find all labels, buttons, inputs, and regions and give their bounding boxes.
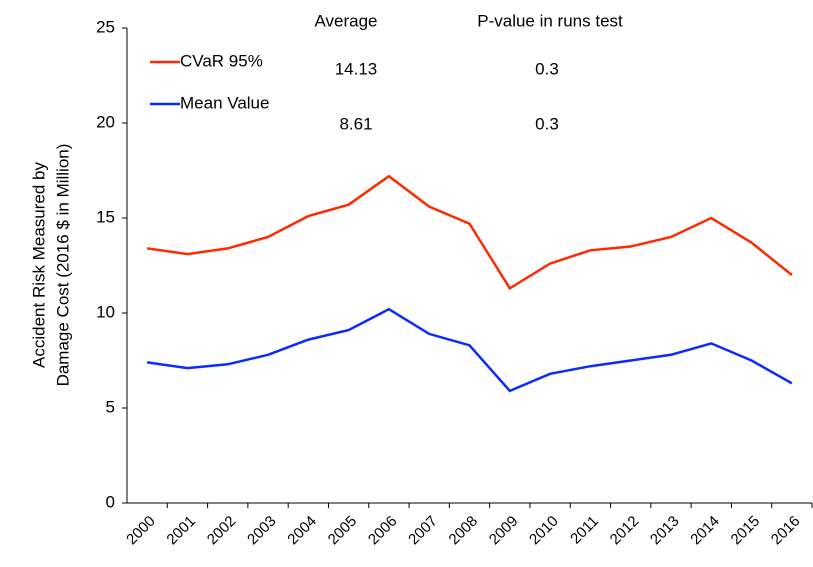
x-tick-label: 2016 bbox=[768, 513, 804, 549]
annotation-header: P-value in runs test bbox=[477, 11, 623, 30]
x-tick-label: 2009 bbox=[486, 513, 522, 549]
y-label-line: Accident Risk Measured by bbox=[29, 162, 48, 368]
x-tick-label: 2005 bbox=[325, 513, 361, 549]
annotation-cell: 8.61 bbox=[339, 114, 372, 133]
annotation-cell: 14.13 bbox=[335, 59, 378, 78]
x-tick-label: 2001 bbox=[163, 513, 199, 549]
annotation-cell: 0.3 bbox=[535, 114, 559, 133]
y-tick-label: 25 bbox=[96, 17, 115, 36]
x-tick-label: 2010 bbox=[526, 513, 562, 549]
x-tick-label: 2006 bbox=[365, 513, 401, 549]
legend-label: CVaR 95% bbox=[180, 51, 263, 70]
y-label-line: Damage Cost (2016 $ in Million) bbox=[53, 144, 72, 387]
x-tick-label: 2000 bbox=[123, 513, 159, 549]
y-tick-label: 10 bbox=[96, 302, 115, 321]
x-tick-label: 2015 bbox=[728, 513, 764, 549]
legend-label: Mean Value bbox=[180, 93, 269, 112]
x-tick-label: 2004 bbox=[284, 513, 320, 549]
y-tick-label: 0 bbox=[106, 492, 115, 511]
annotation-cell: 0.3 bbox=[535, 59, 559, 78]
y-tick-label: 5 bbox=[106, 397, 115, 416]
y-axis-title: Accident Risk Measured by Damage Cost (2… bbox=[29, 144, 72, 387]
annotation-header: Average bbox=[314, 11, 377, 30]
x-tick-label: 2014 bbox=[687, 513, 723, 549]
x-tick-label: 2013 bbox=[647, 513, 683, 549]
x-tick-label: 2003 bbox=[244, 513, 280, 549]
x-tick-label: 2007 bbox=[405, 513, 441, 549]
y-tick-label: 20 bbox=[96, 112, 115, 131]
x-tick-label: 2011 bbox=[567, 513, 602, 548]
x-tick-label: 2002 bbox=[204, 513, 240, 549]
y-tick-label: 15 bbox=[96, 207, 115, 226]
series-line bbox=[146, 174, 793, 291]
series-line bbox=[146, 307, 793, 393]
x-tick-label: 2008 bbox=[446, 513, 482, 549]
x-tick-label: 2012 bbox=[607, 513, 643, 549]
